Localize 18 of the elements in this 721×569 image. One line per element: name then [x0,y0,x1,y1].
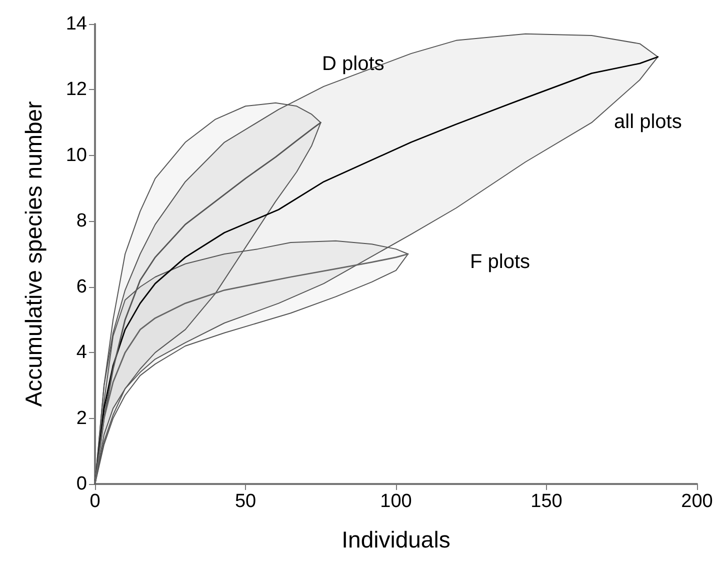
x-tick-label: 150 [530,491,562,512]
y-tick-label: 14 [66,14,88,34]
y-tick-label: 2 [76,408,87,429]
y-axis-title: Accumulative species number [20,100,46,407]
y-tick-label: 8 [76,210,87,232]
y-tick-label: 12 [66,79,87,100]
y-tick-label: 10 [66,144,87,166]
y-tick-label: 0 [76,474,87,494]
x-tick-label: 200 [681,491,713,512]
annotation: all plots [614,111,682,133]
annotation: F plots [470,251,530,273]
x-tick-label: 50 [234,491,256,512]
x-tick-label: 0 [90,491,100,512]
x-tick-label: 100 [380,491,412,512]
y-tick-label: 6 [76,276,87,298]
y-tick-label: 4 [76,342,88,364]
x-axis-title: Individuals [342,526,450,552]
annotation: D plots [322,53,384,75]
